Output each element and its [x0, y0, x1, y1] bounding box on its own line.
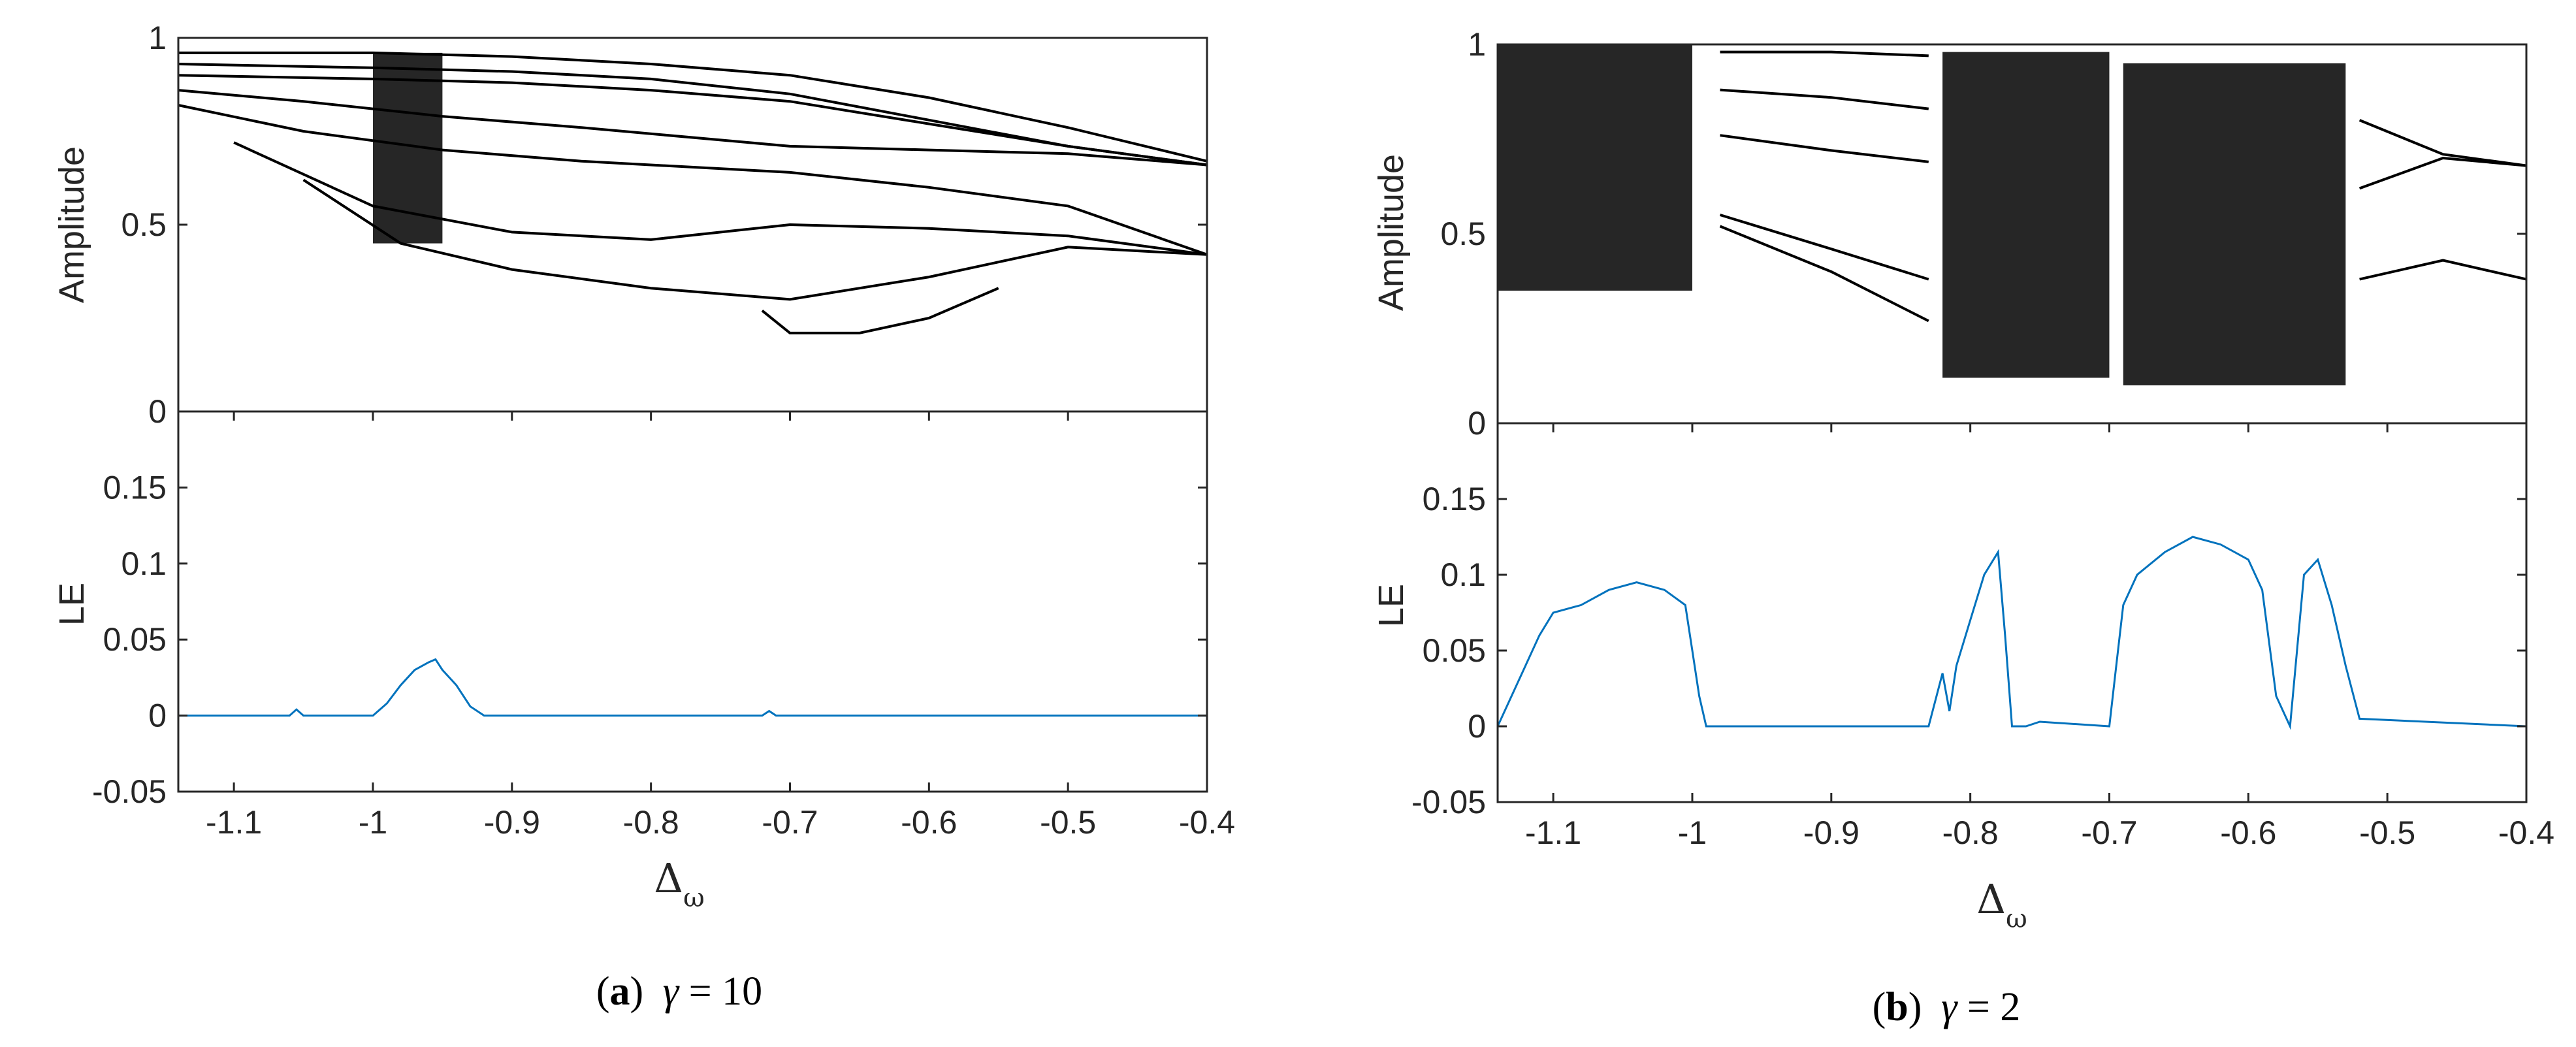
xtick-label: -0.5: [1040, 804, 1096, 841]
xtick-label: -0.8: [1942, 814, 1999, 851]
ytick-label: -0.05: [1411, 784, 1486, 820]
chaotic-region: [2123, 63, 2346, 385]
xtick-label: -0.8: [623, 804, 679, 841]
ytick-label: 0: [148, 393, 167, 430]
panel-a-lyapunov-marks: [178, 658, 1207, 717]
panel-a-bottom-xticks: -1.1 -1 -0.9 -0.8 -0.7 -0.6 -0.5 -0.4: [206, 411, 1235, 841]
xtick-label: -0.7: [2081, 814, 2137, 851]
ytick-label: 0: [148, 698, 167, 734]
ytick-label: 0.15: [103, 469, 167, 506]
ytick-label: 0.5: [1440, 216, 1486, 252]
xtick-label: -1: [1678, 814, 1707, 851]
panel-a-bottom-chart: -0.05 0 0.05 0.1 0.15 -1.1 -1 -0.9 -0.8 -0.7 -0.6…: [52, 410, 1235, 913]
xtick-label: -1.1: [206, 804, 262, 841]
bifurcation-branch: [178, 104, 1208, 256]
xtick-label: -0.4: [2498, 814, 2554, 851]
ytick-label: 0: [1468, 405, 1486, 442]
panel-b-caption-open: (: [1873, 985, 1886, 1029]
xtick-label: -0.9: [484, 804, 540, 841]
panel-a-bottom-yticks: -0.05 0 0.05 0.1 0.15: [92, 469, 1207, 810]
lyapunov-series-line: [178, 658, 1207, 717]
panel-b-bottom-ylabel: LE: [1372, 584, 1411, 627]
panel-a-bottom-ylabel: LE: [52, 583, 91, 626]
panel-b-top-chart: 0 0.5 1 Amplitude: [1372, 26, 2528, 442]
bifurcation-branch: [178, 89, 1208, 167]
panel-a-xlabel: Δω: [654, 854, 704, 913]
panel-a-top-ylabel: Amplitude: [52, 146, 91, 303]
lyapunov-series-line: [1496, 536, 2527, 730]
bifurcation-branch: [233, 141, 1208, 256]
bifurcation-branch: [1719, 214, 1929, 281]
panel-a-xlabel-subscript: ω: [683, 883, 705, 913]
bifurcation-branch: [302, 178, 1208, 301]
panel-a-top-yticks: 00.51: [121, 20, 1207, 430]
ytick-label: 0.15: [1423, 481, 1486, 517]
panel-a-caption: (a) γ = 10: [596, 969, 762, 1014]
ytick-label: 1: [1468, 26, 1486, 63]
panel-b-bifurcation-marks: [1498, 44, 2527, 385]
panel-b-xlabel-symbol: Δ: [1976, 875, 2006, 923]
panel-b-caption-close: ): [1908, 985, 1922, 1029]
panel-a-caption-gap: [652, 969, 663, 1014]
chaotic-region: [1942, 52, 2110, 378]
panel-b-caption-value: = 2: [1957, 985, 2020, 1029]
panel-a-caption-value: = 10: [679, 969, 762, 1014]
xtick-label: -0.9: [1803, 814, 1860, 851]
ytick-label: 0.5: [121, 206, 167, 243]
bifurcation-branch: [1719, 225, 1929, 323]
ytick-label: -0.05: [92, 773, 167, 810]
panel-b-top-ylabel: Amplitude: [1372, 154, 1411, 311]
panel-a-caption-letter: a: [610, 969, 630, 1014]
panel-b-xlabel: Δω: [1976, 875, 2027, 934]
panel-a-xlabel-symbol: Δ: [654, 854, 683, 902]
xtick-label: -0.6: [901, 804, 957, 841]
xtick-label: -1: [359, 804, 387, 841]
chaotic-region: [1498, 44, 1692, 291]
bifurcation-branch: [1720, 50, 1929, 57]
panel-b-bottom-yticks: -0.05 0 0.05 0.1 0.15: [1411, 481, 2526, 820]
xtick-label: -1.1: [1525, 814, 1581, 851]
panel-a-caption-open: (: [596, 969, 610, 1014]
xtick-label: -0.7: [762, 804, 818, 841]
panel-b-caption-gap: [1931, 985, 1941, 1029]
xtick-label: -0.6: [2220, 814, 2276, 851]
panel-b-caption: (b) γ = 2: [1873, 985, 2021, 1029]
xtick-label: -0.5: [2359, 814, 2415, 851]
panel-b-caption-letter: b: [1886, 985, 1908, 1029]
bifurcation-branch: [1720, 88, 1929, 110]
panel-a-top-chart: 00.51 Amplitude: [52, 20, 1208, 430]
panel-a-caption-close: ): [630, 969, 644, 1014]
bifurcation-branch: [2359, 156, 2527, 190]
bifurcation-branch: [178, 51, 1208, 163]
panel-b-lyapunov-marks: [1496, 536, 2527, 730]
ytick-label: 0.1: [1440, 556, 1486, 593]
bifurcation-branch: [761, 287, 999, 334]
panel-b-xlabel-subscript: ω: [2006, 904, 2027, 934]
ytick-label: 0.05: [1423, 632, 1486, 669]
ytick-label: 0: [1468, 708, 1486, 745]
ytick-label: 1: [148, 20, 167, 56]
panel-a-bifurcation-marks: [178, 51, 1208, 334]
bifurcation-branch: [2359, 259, 2527, 281]
ytick-label: 0.05: [103, 621, 167, 658]
panel-b-bottom-axes-box: [1496, 422, 2528, 803]
panel-a-bottom-axes-box: [177, 410, 1208, 793]
bifurcation-branch: [178, 74, 1208, 167]
panel-b-bottom-xticks: -1.1 -1 -0.9 -0.8 -0.7 -0.6 -0.5 -0.4: [1525, 423, 2554, 851]
xtick-label: -0.4: [1179, 804, 1235, 841]
bifurcation-branch: [1720, 134, 1929, 163]
ytick-label: 0.1: [121, 545, 167, 582]
panel-a-caption-gamma: γ: [663, 969, 680, 1014]
panel-b-bottom-chart: -0.05 0 0.05 0.1 0.15 -1.1 -1 -0.9 -0.8 -0.7 -0.6…: [1372, 422, 2554, 934]
panel-b-caption-gamma: γ: [1941, 985, 1958, 1029]
